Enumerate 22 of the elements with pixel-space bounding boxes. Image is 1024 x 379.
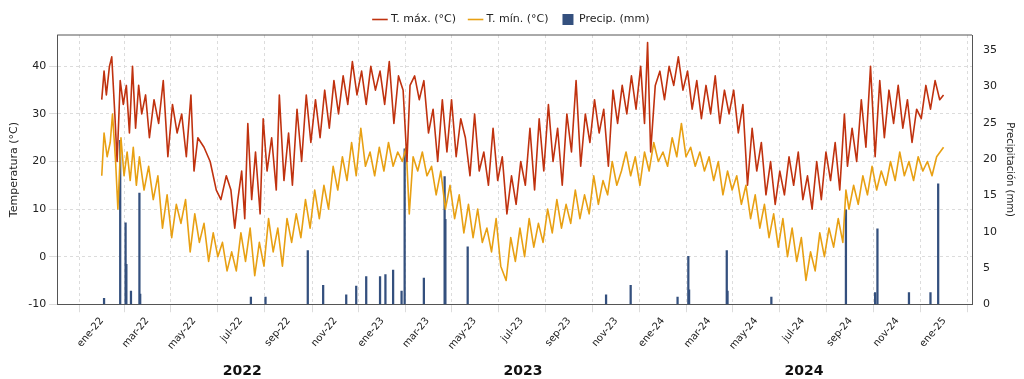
y2-tick-label: 35 [983, 43, 997, 57]
text: 2023 [503, 362, 543, 378]
y2-tick-label: 30 [983, 79, 997, 93]
y-tick-label: 0 [39, 249, 47, 263]
y-axis-title: Temperatura (°C) [7, 122, 21, 219]
text: 2024 [784, 362, 824, 378]
y2-tick-label: 0 [983, 297, 990, 311]
y2-tick-label: 15 [983, 188, 997, 202]
legend-label: T. máx. (°C) [389, 12, 457, 26]
y2-tick-label: 20 [983, 151, 997, 165]
y-tick-label: -10 [28, 297, 47, 311]
y-tick-label: 10 [32, 201, 47, 215]
text: 2022 [222, 362, 262, 378]
y-tick-label: 20 [32, 154, 47, 168]
y-tick-label: 30 [32, 106, 47, 120]
legend-label: T. mín. (°C) [485, 12, 549, 26]
legend-label: Precip. (mm) [578, 12, 650, 26]
y2-tick-label: 5 [983, 260, 990, 274]
y2-tick-label: 10 [983, 224, 997, 238]
y-tick-label: 40 [32, 59, 47, 73]
y2-axis-title: Precipitación (mm) [1005, 122, 1017, 217]
y2-tick-label: 25 [983, 115, 997, 129]
